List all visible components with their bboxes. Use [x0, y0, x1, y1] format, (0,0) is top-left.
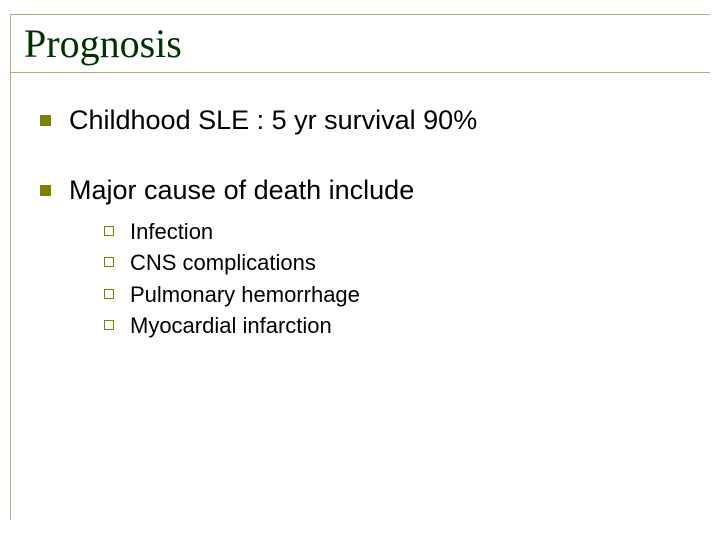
square-bullet-icon — [40, 185, 51, 196]
sub-bullet-item: Infection — [104, 218, 690, 246]
sub-bullet-text: Pulmonary hemorrhage — [130, 281, 360, 309]
bullet-item: Childhood SLE : 5 yr survival 90% — [40, 104, 690, 138]
sub-bullet-list: Infection CNS complications Pulmonary he… — [104, 218, 690, 340]
bullet-text: Childhood SLE : 5 yr survival 90% — [69, 104, 477, 138]
hollow-square-bullet-icon — [104, 226, 114, 236]
slide-title: Prognosis — [24, 20, 192, 67]
slide-body: Childhood SLE : 5 yr survival 90% Major … — [40, 104, 690, 344]
sub-bullet-text: CNS complications — [130, 249, 316, 277]
title-rule-under — [10, 72, 710, 73]
hollow-square-bullet-icon — [104, 257, 114, 267]
sub-bullet-item: CNS complications — [104, 249, 690, 277]
sub-bullet-text: Myocardial infarction — [130, 312, 332, 340]
sub-bullet-item: Myocardial infarction — [104, 312, 690, 340]
sub-bullet-item: Pulmonary hemorrhage — [104, 281, 690, 309]
hollow-square-bullet-icon — [104, 320, 114, 330]
square-bullet-icon — [40, 115, 51, 126]
bullet-text: Major cause of death include — [69, 174, 414, 208]
title-rule-top — [10, 14, 710, 15]
sub-bullet-text: Infection — [130, 218, 213, 246]
title-rule-left — [10, 14, 11, 520]
hollow-square-bullet-icon — [104, 289, 114, 299]
bullet-item: Major cause of death include — [40, 174, 690, 208]
